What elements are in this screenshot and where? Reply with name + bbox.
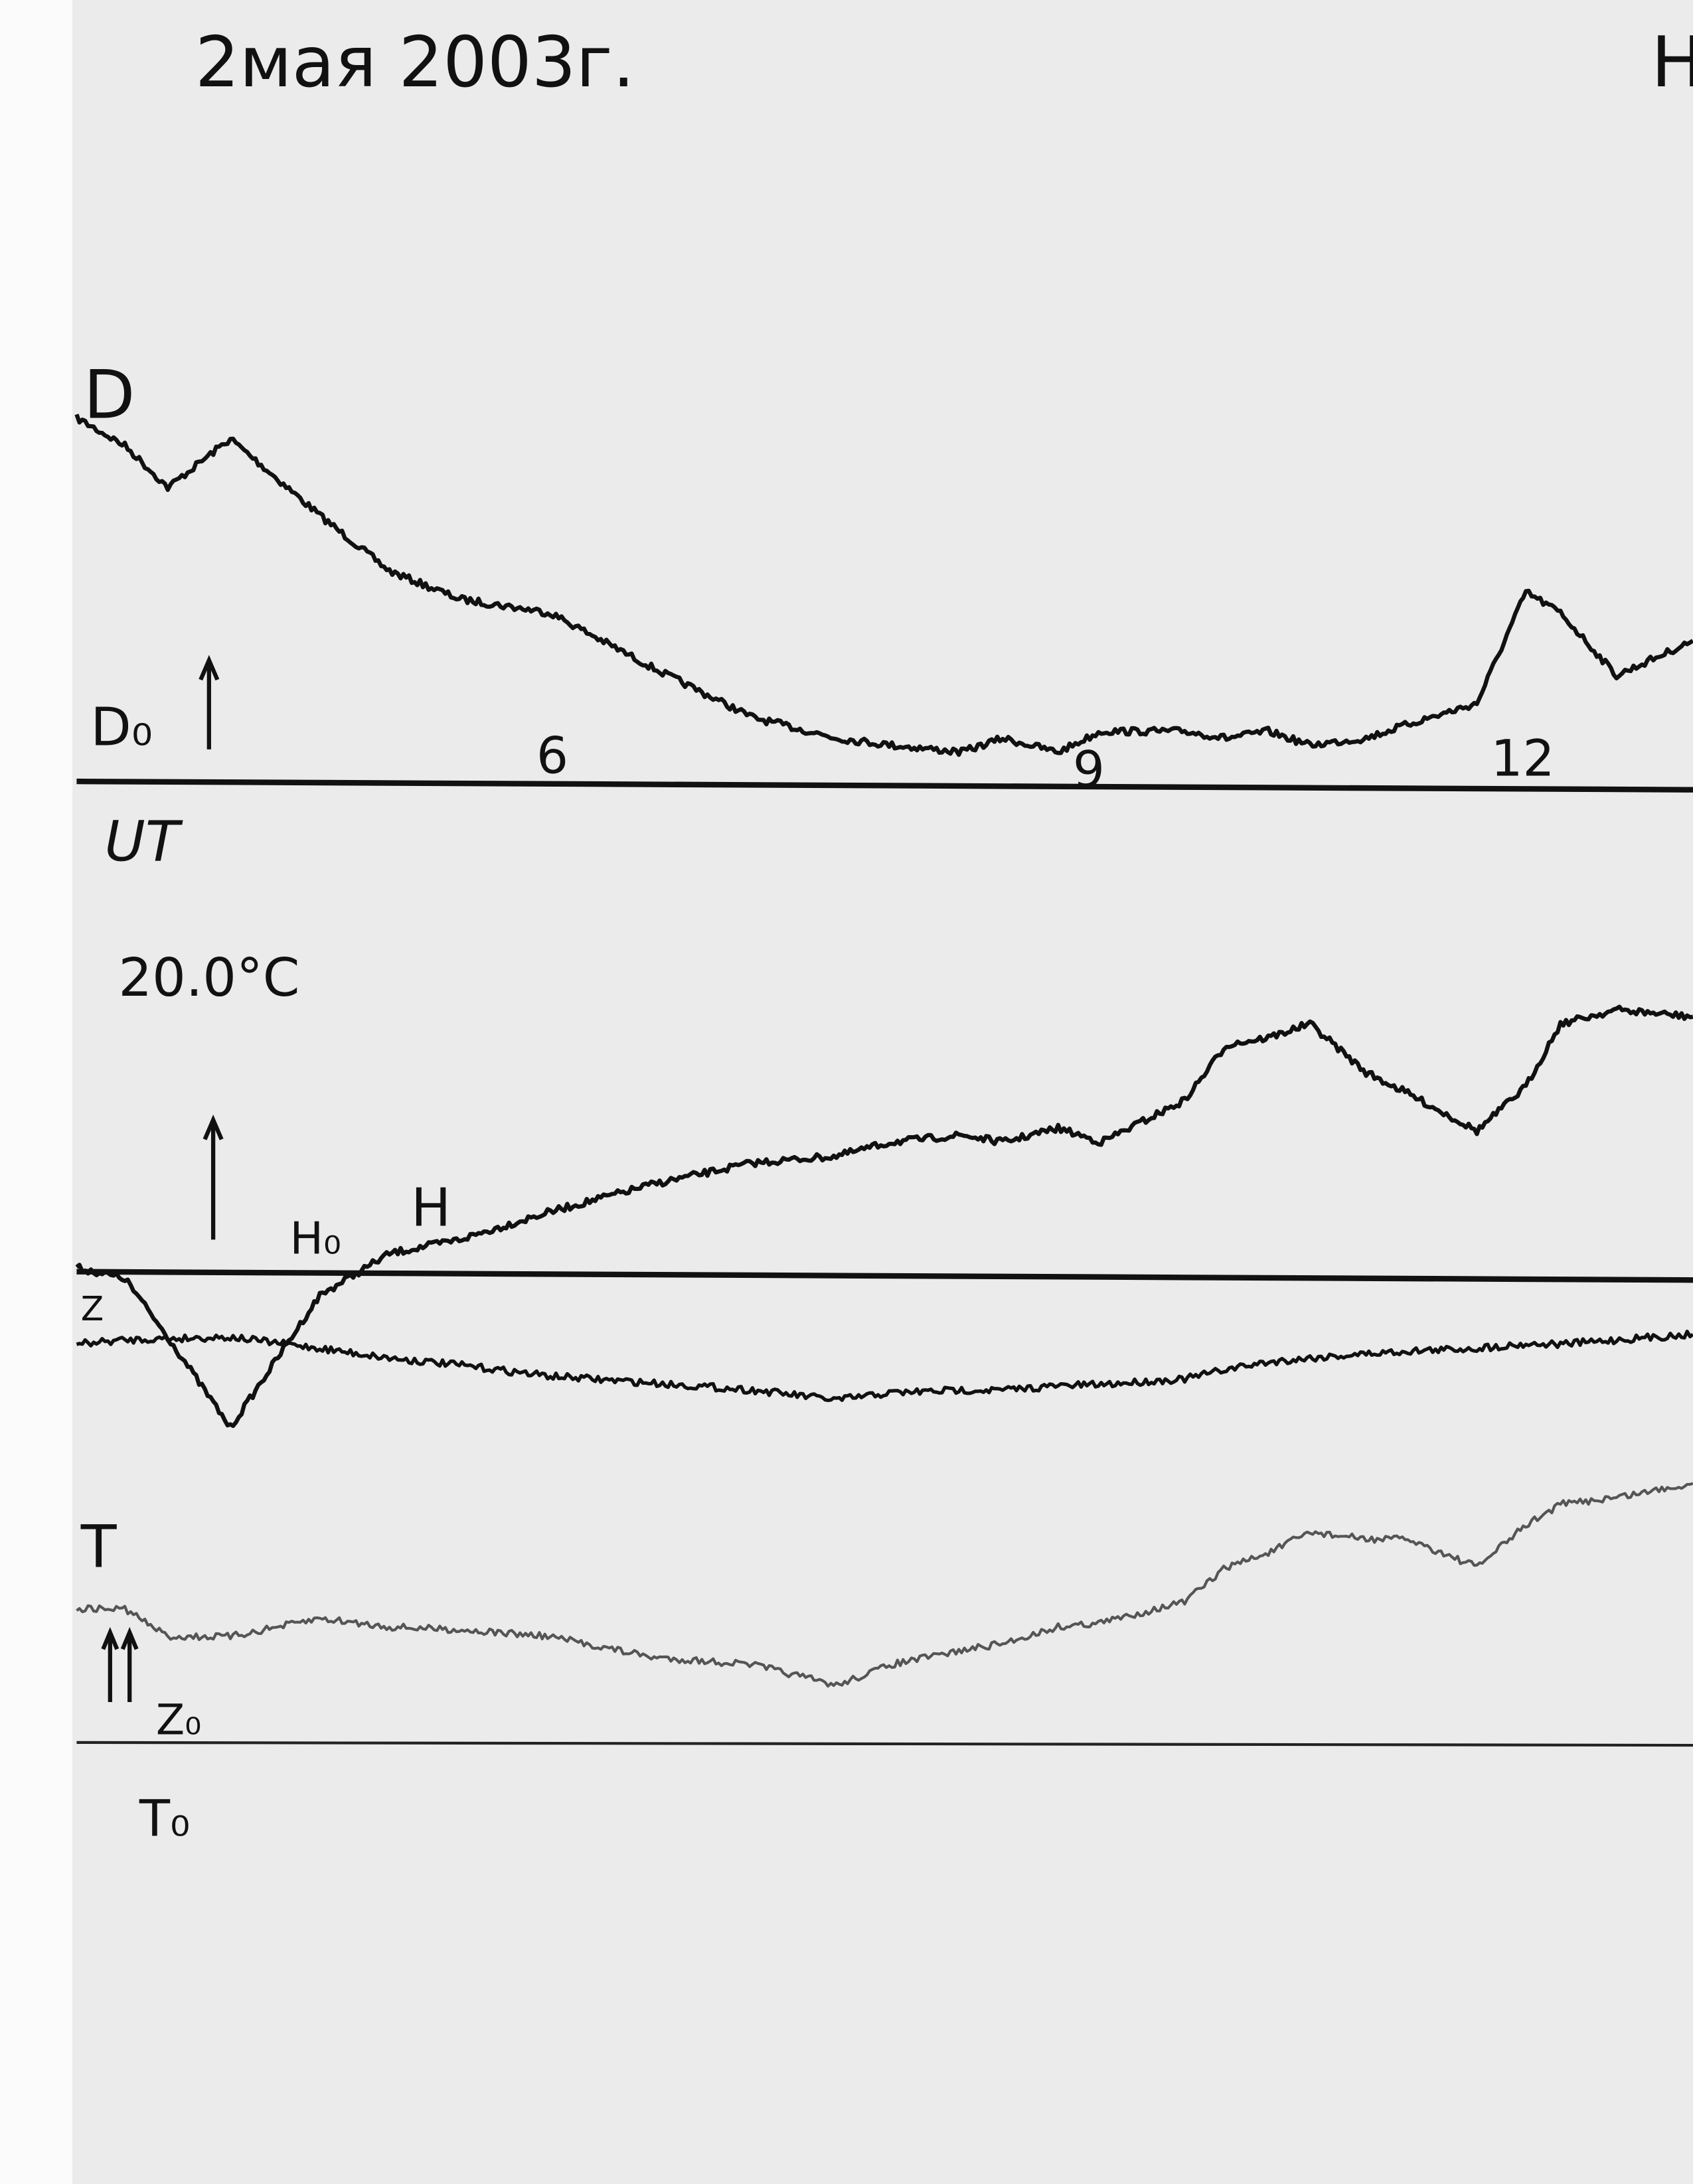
d-baseline-line [76, 778, 1693, 793]
zt-up-arrows-icon [101, 1626, 139, 1703]
scan-margin [0, 0, 73, 2184]
h-trace-label: H [411, 1176, 451, 1238]
d-baseline-label: D₀ [90, 696, 152, 758]
h-baseline-line [76, 1269, 1693, 1283]
t-baseline-label: T₀ [139, 1789, 190, 1847]
trace-z [76, 1330, 1693, 1403]
h-baseline-label: H₀ [290, 1212, 341, 1264]
x-tick-9: 9 [1073, 741, 1105, 799]
traces [74, 414, 1693, 1688]
x-tick-12: 12 [1491, 730, 1554, 788]
x-tick-6: 6 [536, 727, 568, 785]
z-baseline-label: Z₀ [156, 1695, 201, 1744]
paper [72, 0, 1693, 2184]
z-trace-label: Z [81, 1289, 104, 1328]
d-up-arrow-icon [199, 655, 220, 749]
temperature-label: 20.0°C [118, 947, 299, 1008]
trace-t [76, 1482, 1693, 1688]
d-trace-label: D [84, 356, 135, 433]
t-baseline-line [76, 1741, 1693, 1747]
h-up-arrow-icon [202, 1114, 224, 1240]
trace-d [74, 414, 1693, 757]
trace-h [75, 1004, 1693, 1429]
t-trace-label: T [80, 1513, 118, 1581]
corner-mark: H [1651, 22, 1693, 103]
time-axis-label: UT [104, 809, 183, 874]
date-title: 2мая 2003г. [195, 22, 635, 103]
